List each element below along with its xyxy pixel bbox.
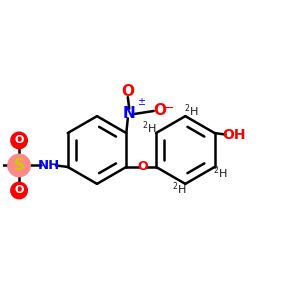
- Text: OH: OH: [222, 128, 245, 142]
- Text: O: O: [14, 185, 24, 196]
- Text: O: O: [154, 103, 167, 118]
- Text: −: −: [164, 102, 174, 115]
- Text: ±: ±: [136, 97, 145, 106]
- Text: N: N: [123, 106, 136, 122]
- Text: O: O: [14, 135, 24, 146]
- Circle shape: [11, 132, 27, 149]
- Circle shape: [11, 182, 27, 199]
- Circle shape: [8, 154, 30, 177]
- Text: O: O: [121, 84, 134, 99]
- Text: O: O: [137, 160, 148, 173]
- Text: $^{2}$H: $^{2}$H: [213, 164, 228, 181]
- Text: NH: NH: [38, 159, 60, 172]
- Text: $^{2}$H: $^{2}$H: [172, 181, 186, 197]
- Text: $^{2}$H: $^{2}$H: [142, 119, 157, 136]
- Text: S: S: [14, 158, 25, 173]
- Text: $^{2}$H: $^{2}$H: [184, 103, 199, 119]
